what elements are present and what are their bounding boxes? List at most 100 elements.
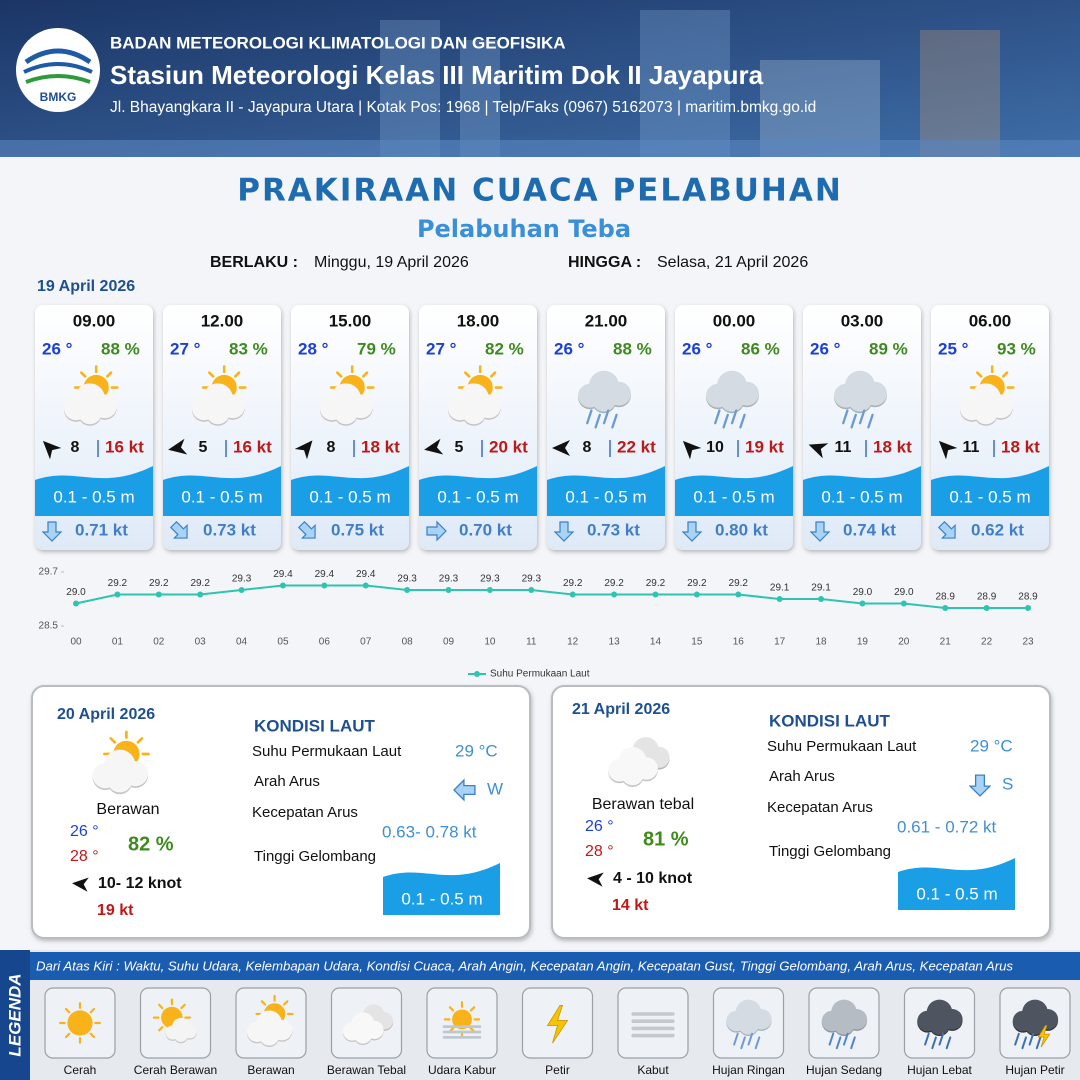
current-dir: W <box>487 779 503 798</box>
wind-speed: 11 <box>835 439 852 456</box>
current-arrow <box>553 521 575 542</box>
cloud-part <box>848 387 872 412</box>
weather-icon <box>447 365 503 426</box>
temp-max: 28 ° <box>70 848 99 865</box>
rain-drop <box>1035 1036 1042 1050</box>
sst: 29 °C <box>455 741 498 760</box>
x-tick-label: 17 <box>774 637 786 648</box>
wave-band <box>931 466 1049 516</box>
time: 21.00 <box>585 311 628 330</box>
x-tick-label: 23 <box>1022 637 1034 648</box>
point <box>983 605 990 611</box>
x-tick-label: 22 <box>981 637 993 648</box>
wind-arrow <box>552 440 570 456</box>
gust: 18 kt <box>361 437 400 456</box>
temperature: 26 ° <box>42 339 73 358</box>
valid-to-label: HINGGA : <box>568 254 641 271</box>
sun-ray <box>89 1032 96 1039</box>
data-label: 29.2 <box>687 578 707 589</box>
current-speed: 0.70 kt <box>459 520 512 539</box>
legend-title: LEGENDA <box>5 973 24 1056</box>
point <box>197 591 204 598</box>
x-tick-label: 16 <box>733 637 745 648</box>
wind-arrow <box>938 440 958 460</box>
legend-item: Hujan Petir <box>1005 1063 1064 1077</box>
legend-item: Hujan Sedang <box>806 1063 882 1077</box>
cloud-part <box>592 387 616 412</box>
sun-ray <box>469 1006 476 1012</box>
sst-label: Suhu Permukaan Laut <box>252 743 402 760</box>
wave-band <box>547 466 665 516</box>
gust: 14 kt <box>612 897 649 914</box>
current-speed: 0.74 kt <box>843 520 896 539</box>
sea-title: KONDISI LAUT <box>769 711 891 730</box>
rain-drop <box>850 1036 856 1050</box>
gust: 18 kt <box>1001 437 1040 456</box>
wind-speed: 8 <box>71 439 80 456</box>
legend-description: Dari Atas Kiri : Waktu, Suhu Udara, Kele… <box>36 958 1013 973</box>
gust: 19 kt <box>97 902 134 919</box>
sun-ray <box>64 1032 71 1039</box>
weather-icon <box>343 1004 394 1046</box>
current-dir-label: Arah Arus <box>254 773 320 790</box>
current-arrow <box>937 520 956 539</box>
humidity: 93 % <box>997 339 1036 358</box>
point <box>404 587 411 593</box>
cloud-part <box>258 1024 280 1046</box>
wind-arrow <box>808 443 829 459</box>
logo-stripe <box>25 74 91 84</box>
cloud-part <box>973 400 998 425</box>
wave-height: 0.1 - 0.5 m <box>565 487 646 506</box>
sun-ray <box>260 1000 267 1006</box>
weather-icon <box>319 365 375 426</box>
weather-icon <box>246 994 294 1047</box>
current-arrow <box>968 774 992 797</box>
wave-height: 0.1 - 0.5 m <box>693 487 774 506</box>
point <box>114 591 121 598</box>
valid-from: Minggu, 19 April 2026 <box>314 254 469 271</box>
current-dir: S <box>1002 774 1013 793</box>
point <box>818 596 825 602</box>
sun-ray <box>109 737 117 744</box>
rain-drop <box>938 1032 945 1046</box>
wind: 4 - 10 knot <box>613 870 693 887</box>
weather-icon <box>59 1002 101 1044</box>
x-tick-label: 05 <box>277 637 289 648</box>
logo-stripe <box>24 48 92 65</box>
sun-ray <box>80 371 87 378</box>
temp-max: 28 ° <box>585 843 614 860</box>
wind-speed: 8 <box>583 439 592 456</box>
legend-item: Kabut <box>637 1063 669 1077</box>
point <box>569 591 576 598</box>
legend-label: Suhu Permukaan Laut <box>490 669 590 680</box>
x-tick-label: 08 <box>402 637 414 648</box>
humidity: 89 % <box>869 339 908 358</box>
sun-ray <box>136 737 144 744</box>
legend-item: Udara Kabur <box>428 1063 496 1077</box>
rain-drop <box>858 409 866 425</box>
weather-icon <box>726 999 772 1050</box>
sst-label: Suhu Permukaan Laut <box>767 738 917 755</box>
weather-icon <box>63 365 119 426</box>
header-decoration <box>380 10 1000 157</box>
x-tick-label: 11 <box>526 637 537 648</box>
y-tick-label: 28.5 <box>39 621 59 632</box>
sun-ray <box>89 1007 96 1014</box>
wave-height: 0.1 - 0.5 m <box>181 487 262 506</box>
rain-drop <box>1014 1032 1020 1046</box>
wave-height: 0.1 - 0.5 m <box>401 889 482 908</box>
x-tick-label: 21 <box>940 637 952 648</box>
x-tick-label: 00 <box>70 637 82 648</box>
wind-arrow <box>72 877 89 892</box>
valid-from-label: BERLAKU : <box>210 254 298 271</box>
weather: Berawan tebal <box>592 796 694 813</box>
x-tick-label: 20 <box>898 637 910 648</box>
temperature: 27 ° <box>426 339 457 358</box>
rain-drop <box>714 409 721 425</box>
data-label: 29.3 <box>522 574 542 585</box>
station: Stasiun Meteorologi Kelas III Maritim Do… <box>110 60 764 90</box>
agency: BADAN METEOROLOGI KLIMATOLOGI DAN GEOFIS… <box>110 33 566 52</box>
current-speed: 0.73 kt <box>587 520 640 539</box>
current-speed-label: Kecepatan Arus <box>252 804 358 821</box>
wind-speed: 8 <box>327 439 336 456</box>
